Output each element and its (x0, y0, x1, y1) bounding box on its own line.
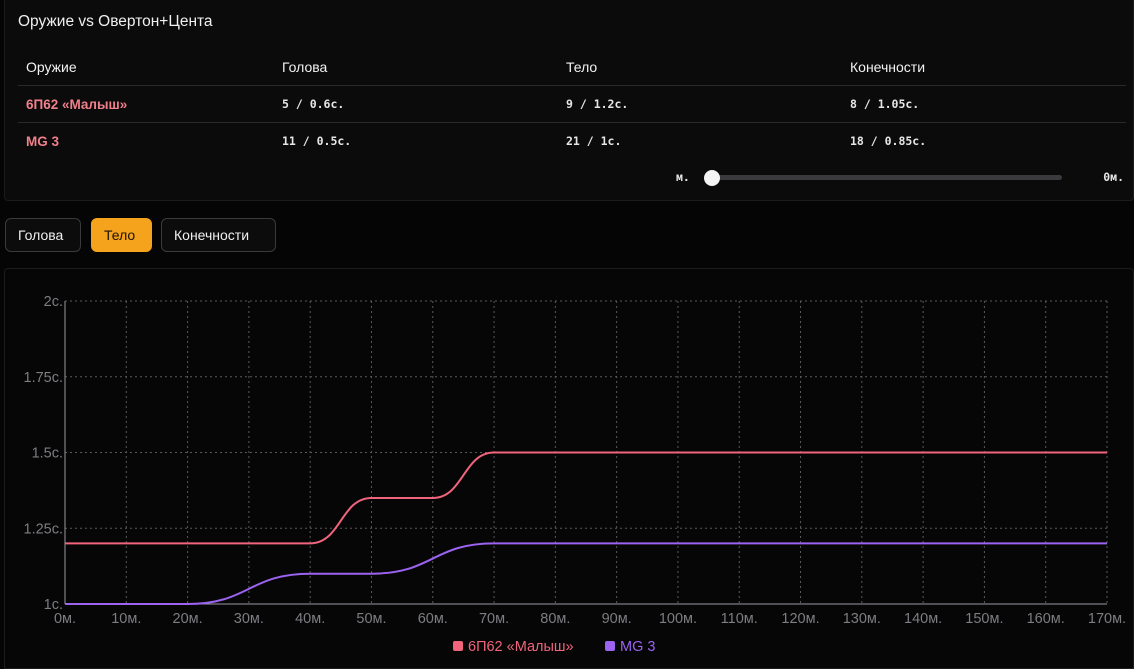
x-tick-label: 90м. (602, 611, 632, 627)
y-tick-label: 1.75с. (24, 370, 64, 386)
limbs-value: 18 / 0.85с. (850, 134, 927, 148)
panel-title: Оружие vs Овертон+Цента (18, 13, 213, 30)
x-tick-label: 10м. (111, 611, 141, 627)
header-body: Тело (566, 59, 598, 75)
limbs-value: 8 / 1.05с. (850, 97, 920, 111)
head-value: 11 / 0.5с. (282, 134, 352, 148)
slider-value-label: 0м. (1103, 170, 1124, 184)
y-tick-label: 1с. (44, 597, 63, 613)
header-limbs: Конечности (850, 59, 926, 75)
x-tick-label: 160м. (1027, 611, 1065, 627)
tab-limbs[interactable]: Конечности (161, 218, 276, 252)
distance-slider: м. 0м. (660, 168, 1132, 188)
chart-panel: 1с. 1.25с. 1.5с. 1.75с. 2с. 0м. 10м. 20м. 30м. 40… (4, 268, 1134, 669)
x-tick-label: 70м. (479, 611, 509, 627)
weapon-name[interactable]: MG 3 (26, 134, 60, 149)
table-row: MG 3 11 / 0.5с. 21 / 1с. 18 / 0.85с. (18, 123, 1126, 160)
head-value: 5 / 0.6с. (282, 97, 345, 111)
slider-unit-label: м. (676, 170, 690, 184)
legend-swatch (605, 641, 615, 651)
x-tick-label: 60м. (418, 611, 448, 627)
slider-track[interactable] (712, 175, 1062, 180)
x-tick-label: 30м. (234, 611, 264, 627)
x-tick-label: 80м. (540, 611, 570, 627)
legend-label: 6П62 «Малыш» (468, 639, 574, 655)
comparison-table: Оружие Голова Тело Конечности 6П62 «Малы… (18, 48, 1126, 160)
x-tick-label: 150м. (965, 611, 1003, 627)
table-row: 6П62 «Малыш» 5 / 0.6с. 9 / 1.2с. 8 / 1.0… (18, 86, 1126, 123)
x-tick-label: 130м. (843, 611, 881, 627)
ttk-line-chart: 1с. 1.25с. 1.5с. 1.75с. 2с. 0м. 10м. 20м. 30м. 40… (24, 294, 1127, 655)
tab-head[interactable]: Голова (5, 218, 81, 252)
slider-thumb[interactable] (704, 170, 720, 186)
x-tick-label: 0м. (54, 611, 76, 627)
x-tick-label: 20м. (173, 611, 203, 627)
body-value: 21 / 1с. (566, 134, 622, 148)
x-tick-label: 170м. (1088, 611, 1126, 627)
x-tick-label: 110м. (721, 611, 758, 627)
series-line (65, 451, 1107, 545)
y-tick-label: 2с. (44, 294, 63, 310)
x-tick-label: 140м. (904, 611, 942, 627)
comparison-panel: Оружие vs Овертон+Цента Оружие Голова Те… (4, 0, 1134, 201)
legend-label: MG 3 (620, 639, 655, 655)
x-tick-label: 50м. (356, 611, 386, 627)
legend-swatch (453, 641, 463, 651)
series-line (65, 542, 1107, 605)
weapon-name[interactable]: 6П62 «Малыш» (26, 97, 128, 112)
tab-body[interactable]: Тело (91, 218, 152, 252)
header-head: Голова (282, 59, 328, 75)
body-value: 9 / 1.2с. (566, 97, 629, 111)
x-tick-label: 120м. (781, 611, 819, 627)
x-tick-label: 40м. (295, 611, 325, 627)
x-tick-label: 100м. (659, 611, 697, 627)
table-header-row: Оружие Голова Тело Конечности (18, 48, 1126, 86)
y-tick-label: 1.25с. (24, 521, 64, 537)
y-tick-label: 1.5с. (32, 446, 63, 462)
header-weapon: Оружие (26, 59, 77, 75)
